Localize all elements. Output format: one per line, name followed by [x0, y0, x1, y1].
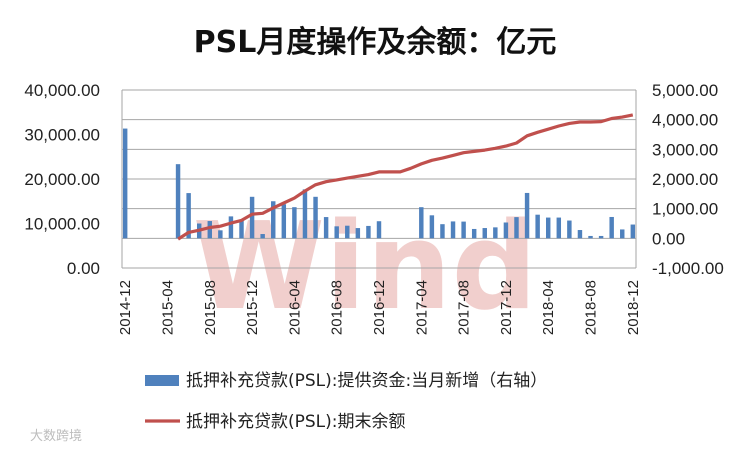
bar — [122, 128, 128, 239]
bar — [175, 164, 181, 239]
right-tick-label: 0.00 — [652, 229, 685, 248]
left-tick-label: 40,000.00 — [24, 81, 100, 100]
bar — [249, 196, 255, 239]
legend-bar-swatch — [145, 375, 179, 386]
bar — [588, 235, 593, 239]
x-tick-label: 2017-04 — [413, 280, 430, 335]
bar — [419, 207, 424, 239]
bar — [355, 228, 361, 239]
bar — [228, 216, 234, 239]
balance-line — [177, 113, 634, 241]
right-tick-label: 5,000.00 — [652, 81, 718, 100]
x-tick-label: 2017-08 — [456, 280, 473, 335]
bar — [450, 221, 456, 239]
bar — [493, 227, 498, 239]
left-tick-label: 0.00 — [67, 259, 100, 278]
right-axis-ticks: -1,000.00 0.00 1,000.00 2,000.00 3,000.00 4,0… — [652, 81, 724, 278]
bar — [334, 226, 339, 239]
x-tick-label: 2018-08 — [583, 280, 600, 335]
bar — [207, 221, 213, 239]
bar — [440, 224, 445, 239]
legend: 抵押补充贷款(PSL):提供资金:当月新增（右轴） 抵押补充贷款(PSL):期末余… — [145, 371, 547, 432]
left-axis-ticks: 0.00 10,000.00 20,000.00 30,000.00 40,000.00 — [24, 81, 100, 278]
bar — [577, 230, 583, 239]
bar — [524, 192, 530, 239]
bar — [514, 217, 519, 239]
x-tick-label: 2016-08 — [329, 280, 346, 335]
x-tick-label: 2014-12 — [117, 280, 134, 335]
right-tick-label: -1,000.00 — [652, 259, 724, 278]
bar — [323, 217, 329, 239]
x-tick-label: 2018-12 — [625, 280, 642, 335]
x-tick-label: 2018-04 — [540, 280, 557, 335]
bar — [366, 225, 371, 239]
x-tick-label: 2015-04 — [159, 280, 176, 335]
bar — [186, 193, 191, 239]
bar — [630, 224, 636, 239]
bar — [429, 215, 435, 239]
bar — [471, 228, 477, 239]
left-tick-label: 20,000.00 — [24, 170, 100, 189]
line-series — [177, 113, 634, 241]
bar — [482, 228, 487, 239]
legend-bar-label: 抵押补充贷款(PSL):提供资金:当月新增（右轴） — [186, 371, 547, 391]
bar — [281, 204, 287, 239]
left-tick-label: 10,000.00 — [24, 215, 100, 234]
bar — [598, 235, 604, 239]
source-watermark: 大数跨境 — [30, 429, 82, 444]
bar — [376, 221, 382, 239]
bar — [218, 230, 223, 239]
x-tick-label: 2016-04 — [286, 280, 303, 335]
x-axis-ticks: 2014-12 2015-04 2015-08 2015-12 2016-04 2016-… — [117, 280, 642, 335]
x-tick-label: 2015-12 — [244, 280, 261, 335]
bar — [260, 234, 265, 239]
right-tick-label: 4,000.00 — [652, 111, 718, 130]
bar — [567, 220, 572, 239]
bar — [345, 225, 350, 239]
right-tick-label: 3,000.00 — [652, 140, 718, 159]
bar — [313, 196, 318, 239]
bar-series — [122, 128, 636, 239]
bar — [535, 214, 540, 239]
bar — [292, 207, 297, 239]
bar — [620, 229, 625, 239]
bar — [609, 216, 614, 239]
x-tick-label: 2016-12 — [371, 280, 388, 335]
bar — [556, 217, 562, 239]
bar — [461, 221, 466, 239]
legend-line-label: 抵押补充贷款(PSL):期末余额 — [186, 412, 406, 432]
bar — [302, 189, 308, 239]
bar — [271, 201, 276, 239]
bar — [239, 220, 244, 239]
left-tick-label: 30,000.00 — [24, 126, 100, 145]
x-tick-label: 2017-12 — [498, 280, 515, 335]
right-tick-label: 1,000.00 — [652, 200, 718, 219]
bar — [503, 222, 509, 239]
bar — [545, 217, 551, 239]
right-tick-label: 2,000.00 — [652, 170, 718, 189]
x-tick-label: 2015-08 — [202, 280, 219, 335]
chart-title: PSL月度操作及余额：亿元 — [194, 25, 557, 60]
